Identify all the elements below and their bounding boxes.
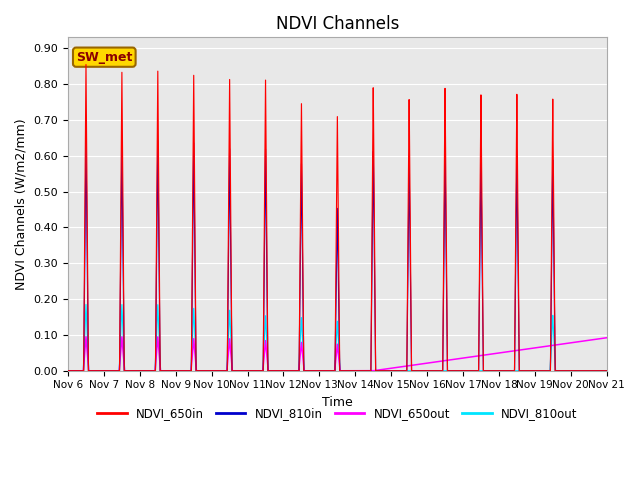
Text: SW_met: SW_met (76, 51, 132, 64)
Title: NDVI Channels: NDVI Channels (276, 15, 399, 33)
Y-axis label: NDVI Channels (W/m2/mm): NDVI Channels (W/m2/mm) (15, 118, 28, 290)
Legend: NDVI_650in, NDVI_810in, NDVI_650out, NDVI_810out: NDVI_650in, NDVI_810in, NDVI_650out, NDV… (92, 402, 582, 425)
X-axis label: Time: Time (322, 396, 353, 409)
